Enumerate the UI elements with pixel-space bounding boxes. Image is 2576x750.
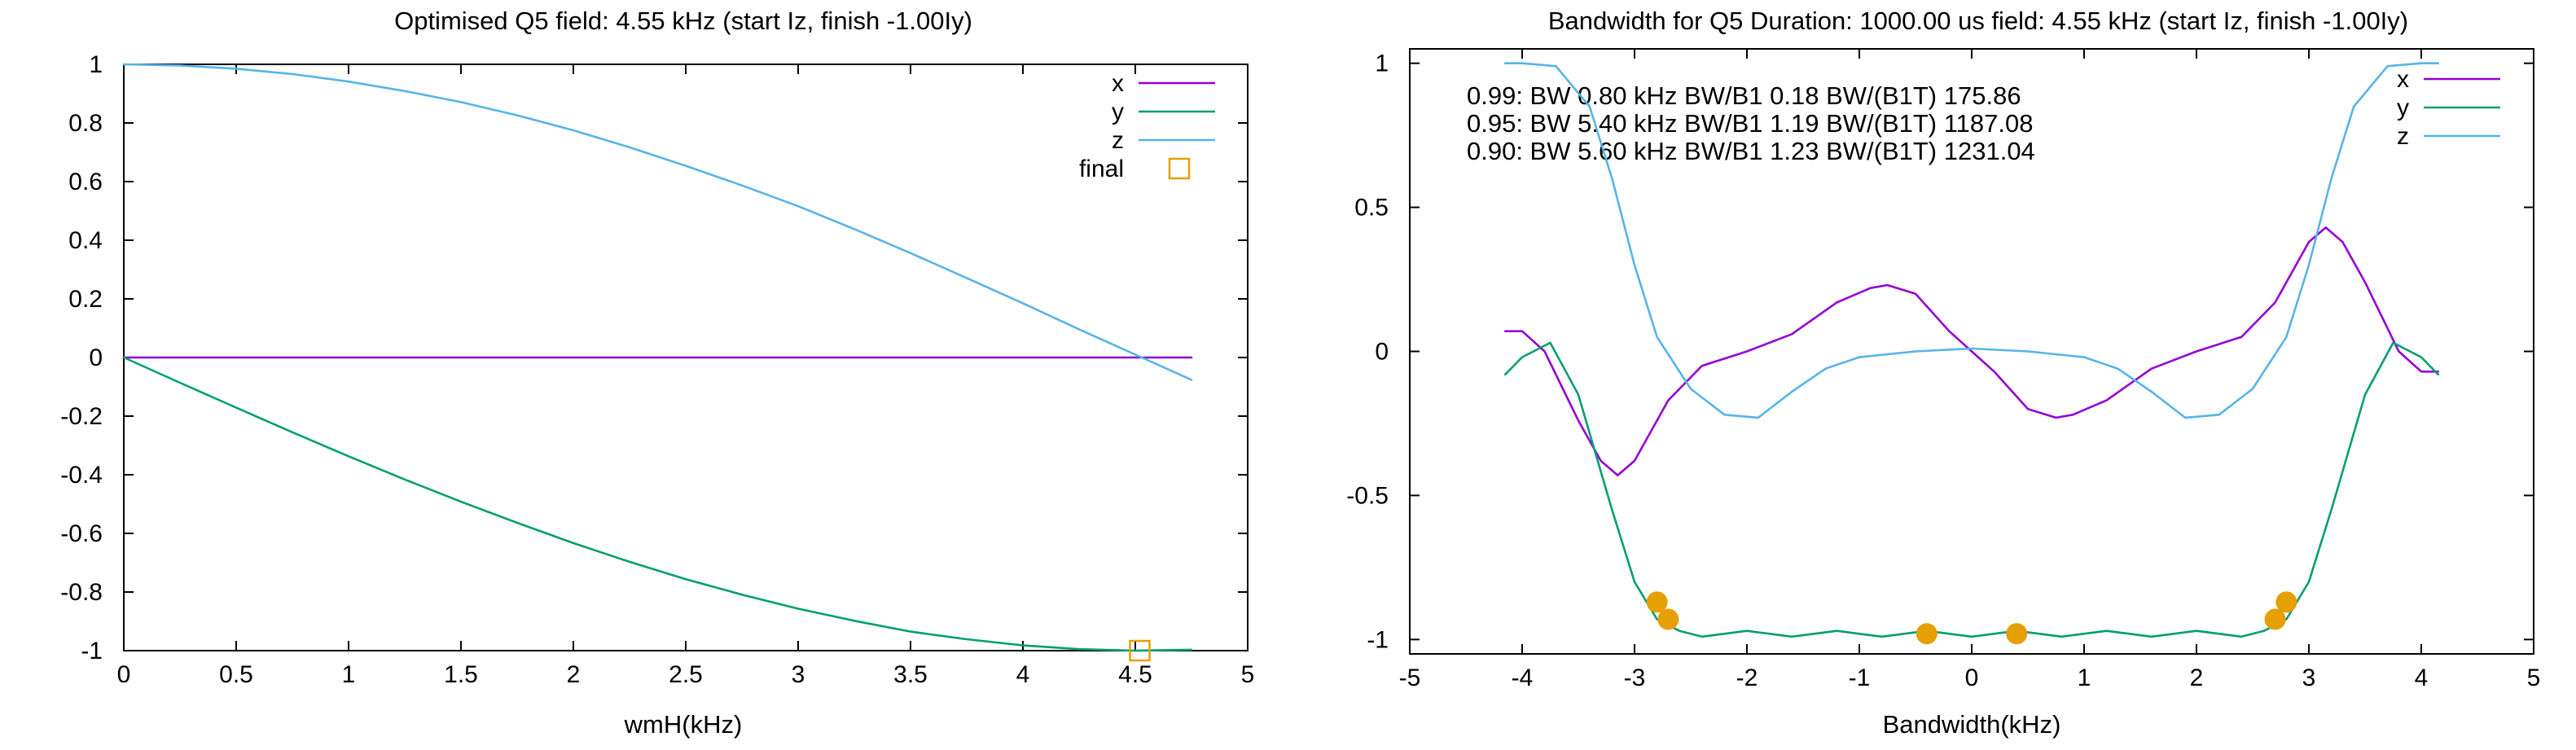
series-line-y-left: [122, 356, 1193, 652]
x-tick-label: 0.5: [219, 661, 253, 688]
x-tick-label: 3: [792, 661, 805, 688]
y-tick-label: 0.6: [68, 169, 103, 195]
y-tick-label: 0.2: [68, 286, 103, 313]
legend-label-final-left: final: [1079, 156, 1124, 182]
x-tick-label: 4: [1016, 661, 1030, 688]
legend-label-x-left: x: [1112, 70, 1124, 97]
x-tick-label: 5: [2527, 664, 2541, 691]
bandwidth-annotation-3: 0.90: BW 5.60 kHz BW/B1 1.23 BW/(B1T) 12…: [1467, 137, 2035, 165]
y-tick-label: 0.8: [68, 110, 103, 137]
bandwidth-point-marker: [2006, 623, 2028, 645]
bandwidth-annotation-1: 0.99: BW 0.80 kHz BW/B1 0.18 BW/(B1T) 17…: [1467, 81, 2021, 110]
y-tick-label: 1: [1375, 50, 1389, 77]
bandwidth-point-marker: [1657, 608, 1679, 630]
x-tick-label: -5: [1399, 664, 1421, 691]
chart-title-right: Bandwidth for Q5 Duration: 1000.00 us fi…: [1548, 7, 2408, 35]
legend-label-y-left: y: [1112, 99, 1124, 125]
y-tick-label: -1: [81, 638, 103, 664]
x-tick-label: 1: [342, 661, 356, 688]
y-tick-label: 0.4: [68, 227, 103, 254]
chart-title-left: Optimised Q5 field: 4.55 kHz (start Iz, …: [394, 7, 972, 35]
chart-panel-right: Bandwidth for Q5 Duration: 1000.00 us fi…: [1346, 7, 2540, 739]
final-point-marker: [1129, 639, 1151, 662]
x-tick-label: 3: [2302, 664, 2316, 691]
x-tick-label: 2: [2190, 664, 2204, 691]
bandwidth-point-marker: [1646, 591, 1668, 613]
x-tick-label: 2: [567, 661, 581, 688]
y-tick-label: 0: [1375, 339, 1389, 366]
series-line-y-right: [1504, 341, 2439, 638]
y-tick-label: -0.5: [1346, 482, 1389, 509]
x-tick-label: 0: [117, 661, 131, 688]
x-tick-label: 1: [2078, 664, 2091, 691]
x-tick-label: 4: [2415, 664, 2429, 691]
y-tick-label: -0.6: [60, 520, 103, 547]
legend-label-z-right: z: [2397, 123, 2409, 150]
legend-label-x-right: x: [2397, 66, 2409, 93]
y-tick-label: -0.8: [60, 579, 103, 606]
x-tick-label: -3: [1624, 664, 1646, 691]
x-axis-label-right: Bandwidth(kHz): [1883, 710, 2061, 739]
y-tick-label: 0.5: [1354, 195, 1389, 221]
legend-label-z-left: z: [1112, 127, 1124, 154]
x-tick-label: 2.5: [669, 661, 703, 688]
legend-label-y-right: y: [2397, 94, 2409, 121]
y-tick-label: -0.2: [60, 403, 103, 430]
x-axis-label-left: wmH(kHz): [624, 710, 743, 739]
bandwidth-annotation-2: 0.95: BW 5.40 kHz BW/B1 1.19 BW/(B1T) 11…: [1467, 109, 2034, 138]
series-line-x-right: [1504, 226, 2439, 476]
bandwidth-point-marker: [2264, 608, 2286, 630]
legend-swatch-final: [1168, 157, 1191, 180]
x-tick-label: -2: [1736, 664, 1758, 691]
y-tick-label: 0: [89, 344, 103, 371]
x-tick-label: 5: [1241, 661, 1255, 688]
y-tick-label: -1: [1367, 626, 1389, 653]
chart-panel-left: Optimised Q5 field: 4.55 kHz (start Iz, …: [60, 7, 1254, 739]
x-tick-label: -1: [1849, 664, 1871, 691]
x-tick-label: 3.5: [893, 661, 928, 688]
y-tick-label: -0.4: [60, 462, 103, 489]
series-line-z-left: [122, 63, 1193, 381]
x-tick-label: -4: [1512, 664, 1534, 691]
y-tick-label: 1: [89, 51, 103, 78]
series-line-z-right: [1504, 62, 2439, 419]
x-tick-label: 0: [1965, 664, 1979, 691]
bandwidth-point-marker: [2275, 591, 2297, 613]
bandwidth-point-marker: [1916, 623, 1937, 645]
x-tick-label: 4.5: [1118, 661, 1152, 688]
x-tick-label: 1.5: [444, 661, 478, 688]
